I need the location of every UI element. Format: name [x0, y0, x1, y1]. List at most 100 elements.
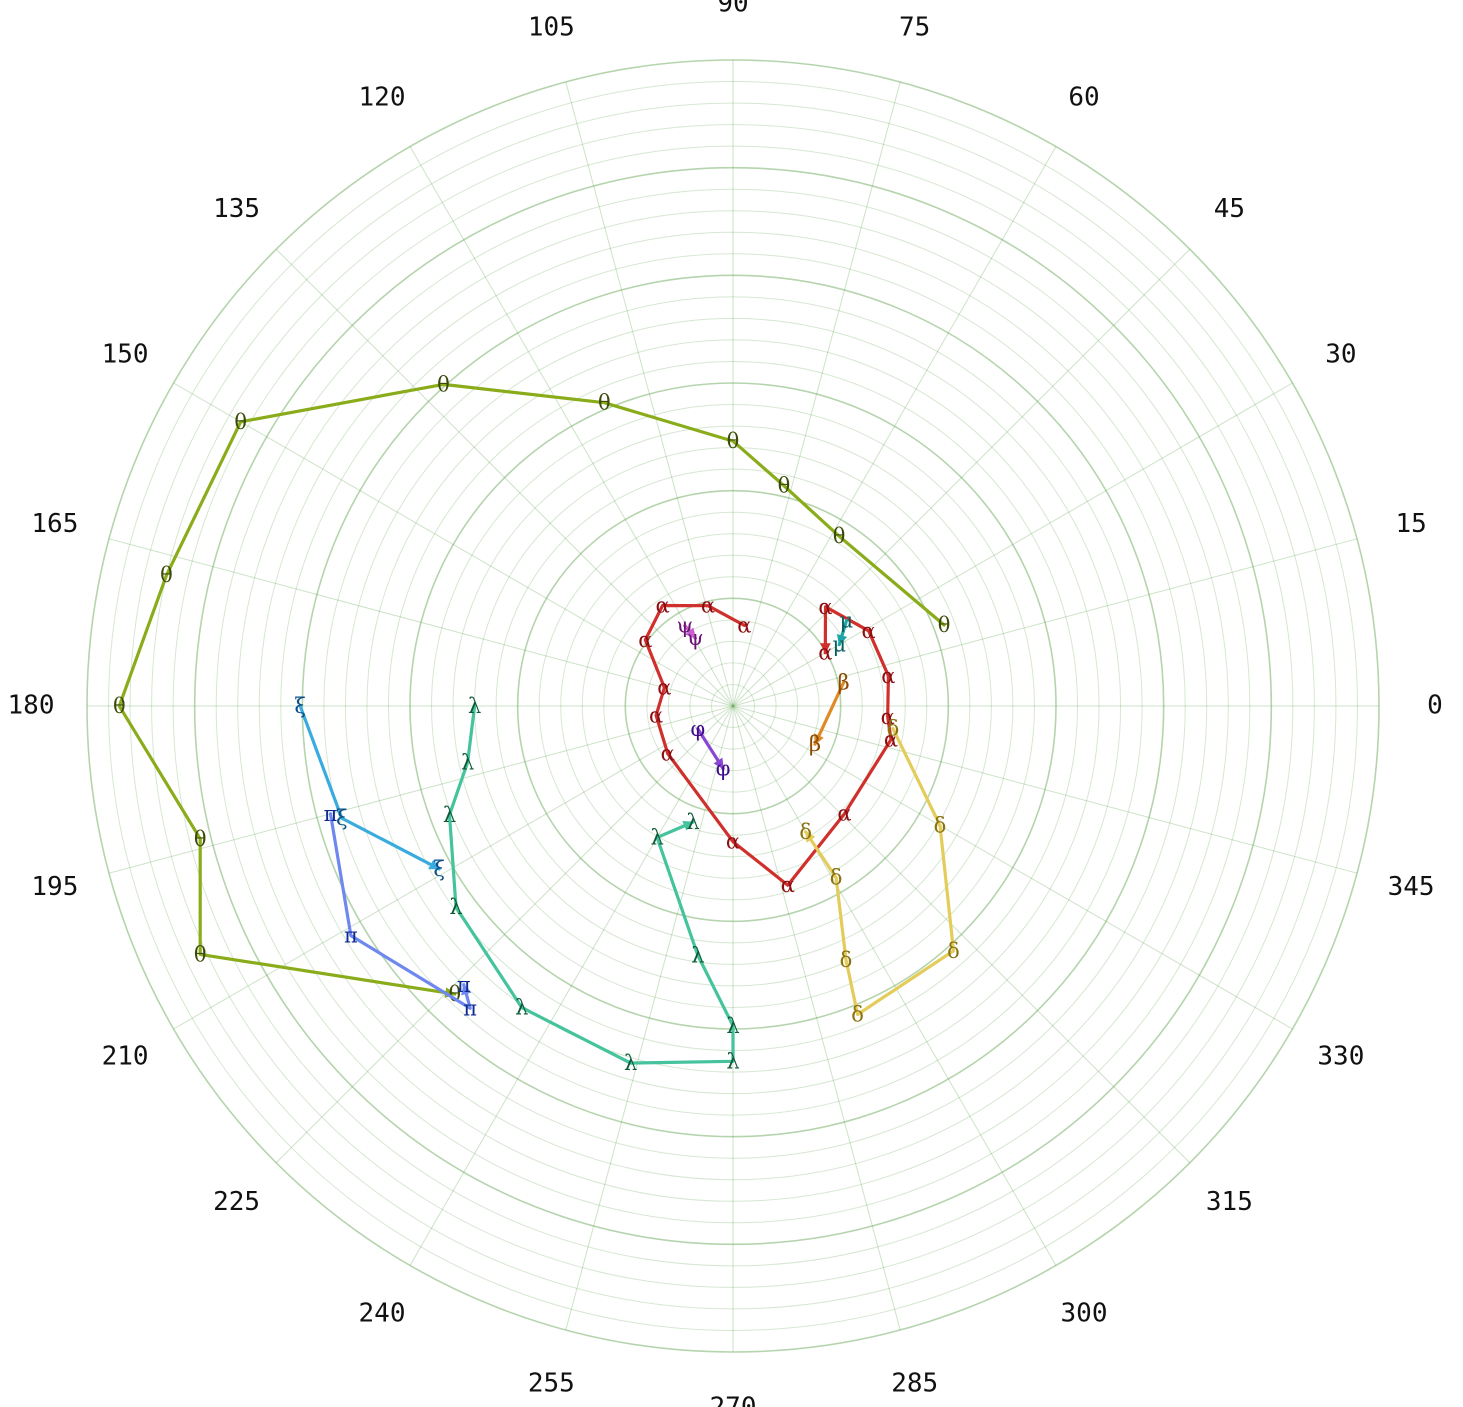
series-ξ: ξ ξ ξ	[294, 694, 445, 881]
point-label: α	[818, 641, 832, 665]
point-label: μ	[832, 633, 846, 657]
point-label: λ	[443, 803, 456, 827]
grid-spoke	[732, 382, 1293, 707]
grid-spoke	[565, 705, 734, 1331]
point-label: λ	[691, 944, 704, 968]
series-ψ: ψψ	[677, 614, 704, 651]
angle-tick-label: 180	[8, 691, 55, 721]
angle-tick-label: 0	[1427, 691, 1443, 721]
point-label: α	[881, 664, 895, 688]
series-arrowhead	[836, 633, 848, 646]
grid-ring	[172, 145, 1294, 1267]
point-label: α	[656, 594, 670, 618]
grid-ring	[129, 102, 1337, 1310]
point-label: α	[661, 742, 675, 766]
angle-tick-label: 285	[891, 1369, 938, 1399]
point-label: δ	[887, 717, 900, 741]
point-label: λ	[449, 895, 462, 919]
point-label: α	[781, 873, 795, 897]
grid-ring	[215, 188, 1251, 1224]
grid-spoke	[732, 146, 1057, 707]
polar-grid	[86, 59, 1380, 1353]
grid-ring	[323, 296, 1143, 1116]
grid-ring	[452, 425, 1014, 987]
point-label: β	[809, 732, 821, 756]
angle-tick-label: 195	[31, 872, 78, 902]
point-label: α	[701, 594, 715, 618]
grid-spoke	[565, 81, 734, 707]
point-label: λ	[468, 694, 481, 718]
grid-spoke	[275, 705, 734, 1164]
point-label: ξ	[433, 857, 445, 881]
series-line	[804, 726, 956, 1017]
grid-spoke	[275, 248, 734, 707]
point-label: π	[463, 996, 477, 1020]
series-arrowhead	[682, 820, 695, 831]
series-line	[447, 704, 735, 1065]
angle-tick-label: 15	[1395, 509, 1426, 539]
series-φ: φφ	[690, 717, 730, 781]
grid-spoke	[732, 705, 1191, 1164]
grid-spoke	[732, 81, 901, 707]
grid-ring	[151, 124, 1315, 1288]
point-label: α	[881, 705, 895, 729]
grid-spoke	[732, 705, 1293, 1030]
grid-spoke	[732, 705, 1358, 874]
grid-ring	[237, 210, 1229, 1202]
series-arrowhead	[820, 643, 831, 654]
angle-tick-label: 105	[528, 12, 575, 42]
grid-ring	[689, 662, 777, 750]
angle-tick-label: 135	[213, 194, 260, 224]
grid-spoke	[732, 248, 1191, 707]
grid-spoke	[173, 382, 734, 707]
point-label: α	[726, 830, 740, 854]
angle-tick-label: 75	[899, 12, 930, 42]
angle-tick-label: 225	[213, 1187, 260, 1217]
grid-ring	[108, 81, 1358, 1331]
series-μ: μμ	[832, 609, 853, 657]
point-label: θ	[113, 694, 126, 718]
series-line	[643, 603, 893, 887]
point-label: α	[837, 802, 851, 826]
grid-spoke	[732, 705, 901, 1331]
grid-ring	[710, 683, 756, 729]
series-line	[328, 812, 472, 1010]
point-label: φ	[716, 757, 731, 781]
grid-spoke	[108, 538, 734, 707]
point-label: π	[344, 924, 358, 948]
grid-ring	[301, 274, 1165, 1138]
point-label: λ	[624, 1051, 637, 1075]
point-label: π	[324, 802, 338, 826]
angle-tick-label: 345	[1388, 872, 1435, 902]
point-label: ξ	[336, 806, 348, 830]
point-label: δ	[840, 948, 853, 972]
grid-ring	[560, 533, 906, 879]
grid-ring	[516, 489, 950, 923]
point-label: δ	[947, 939, 960, 963]
point-label: ξ	[294, 694, 306, 718]
point-label: θ	[833, 524, 846, 548]
point-label: φ	[690, 717, 705, 741]
angle-tick-label: 240	[359, 1298, 406, 1328]
angle-tick-label: 255	[528, 1369, 575, 1399]
grid-spoke	[409, 146, 734, 707]
grid-ring	[258, 231, 1208, 1181]
point-label: λ	[726, 1049, 739, 1073]
series-arrowhead	[428, 859, 441, 870]
point-label: ψ	[677, 614, 693, 638]
angle-tick-label: 315	[1206, 1187, 1253, 1217]
grid-ring	[86, 59, 1380, 1353]
point-label: θ	[234, 410, 247, 434]
point-label: α	[657, 676, 671, 700]
grid-ring	[603, 576, 863, 836]
angle-tick-label: 90	[717, 0, 748, 19]
angle-tick-labels: 0 15 30 45 60 75 90 105 120 135 150 165 180 195 210 225…	[8, 0, 1443, 1407]
grid-ring	[667, 640, 799, 772]
series-layer: θθθθθθθθθθθθααααααααααααααααδδδδδδδλλλλλ…	[113, 372, 960, 1075]
point-label: θ	[727, 429, 740, 453]
